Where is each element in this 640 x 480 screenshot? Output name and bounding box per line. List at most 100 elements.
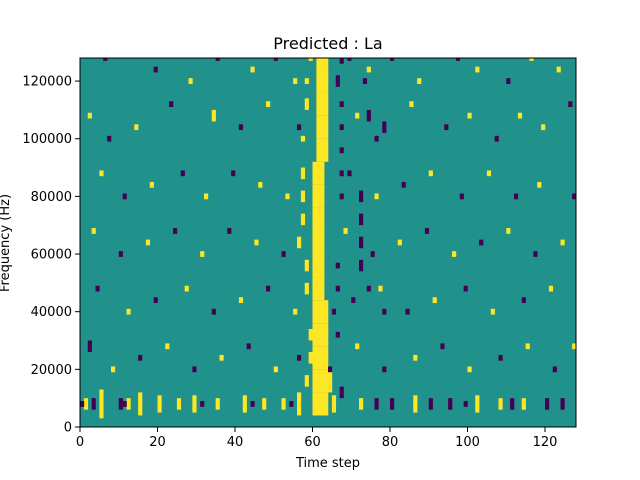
heatmap-cell <box>316 369 321 393</box>
heatmap-cell <box>308 328 313 341</box>
heatmap-cell <box>188 78 193 84</box>
heatmap-cell <box>328 369 333 393</box>
heatmap-cell <box>316 300 321 324</box>
heatmap-cell <box>374 193 379 200</box>
heatmap-cell <box>118 398 123 410</box>
heatmap-cell <box>312 323 317 347</box>
heatmap-cell <box>281 251 286 257</box>
heatmap-cell <box>145 239 151 246</box>
heatmap-cell <box>316 138 321 162</box>
heatmap-cell <box>312 254 317 278</box>
heatmap-cell <box>87 340 92 353</box>
heatmap-cell <box>556 66 561 73</box>
heatmap-cell <box>316 323 321 347</box>
heatmap-cell <box>312 300 317 324</box>
heatmap-cell <box>320 58 325 70</box>
heatmap-cell <box>87 112 92 119</box>
heatmap-cell <box>339 58 344 64</box>
heatmap-cell <box>378 285 383 292</box>
y-tick-label: 120000 <box>22 75 72 90</box>
heatmap-cell <box>521 398 526 410</box>
heatmap-cell <box>533 251 538 257</box>
heatmap-cell <box>331 395 337 413</box>
heatmap-cell <box>328 366 333 373</box>
heatmap-cell <box>204 193 209 200</box>
y-tick-label: 60000 <box>31 248 72 263</box>
x-axis: 0 20 40 60 80 100 120 <box>76 427 557 450</box>
heatmap-cell <box>417 78 422 84</box>
heatmap-cell <box>498 354 503 361</box>
heatmap-cell <box>440 343 445 350</box>
heatmap-cell <box>506 228 511 234</box>
heatmap-cell <box>339 101 344 108</box>
heatmap-cell <box>463 401 468 407</box>
heatmap-cell <box>370 251 375 257</box>
chart-title: Predicted : La <box>273 34 382 53</box>
heatmap-cell <box>297 236 302 249</box>
heatmap-cell <box>308 58 313 61</box>
heatmap-cell <box>126 398 131 410</box>
heatmap-cell <box>320 92 325 116</box>
heatmap-cell <box>324 392 329 416</box>
heatmap-cell <box>529 58 534 61</box>
heatmap-cell <box>184 285 189 292</box>
heatmap-cell <box>180 170 185 177</box>
heatmap-cell <box>308 352 313 364</box>
heatmap-cell <box>335 262 340 269</box>
heatmap-cell <box>413 354 418 361</box>
heatmap-cell <box>324 58 329 70</box>
heatmap-cell <box>537 181 542 188</box>
heatmap-cell <box>300 213 306 226</box>
heatmap-cell <box>122 193 127 200</box>
heatmap-cell <box>320 69 325 93</box>
y-tick-label: 100000 <box>22 132 72 147</box>
heatmap-cell <box>165 343 170 350</box>
heatmap-cell <box>316 207 321 231</box>
heatmap-cell <box>227 228 232 234</box>
heatmap-cell <box>545 398 550 410</box>
heatmap-cell <box>320 115 325 139</box>
x-tick-label: 20 <box>149 435 166 450</box>
heatmap-cell <box>324 115 329 139</box>
heatmap-cell <box>331 308 337 315</box>
heatmap-cell <box>479 239 484 246</box>
heatmap-cell <box>510 398 515 410</box>
heatmap-cell <box>258 181 263 188</box>
heatmap-cell <box>91 228 96 234</box>
heatmap-cell <box>347 58 352 61</box>
heatmap-cell <box>91 398 96 410</box>
y-axis-label: Frequency (Hz) <box>0 194 13 292</box>
heatmap-cell <box>238 124 244 131</box>
heatmap-cell <box>572 343 577 350</box>
heatmap-cell <box>312 207 317 231</box>
heatmap-cell <box>285 193 290 200</box>
heatmap-cell <box>312 277 317 301</box>
heatmap-cell <box>339 193 344 200</box>
heatmap-cell <box>572 193 577 200</box>
heatmap-cell <box>351 297 356 304</box>
heatmap-cell <box>390 58 395 61</box>
heatmap-cell <box>300 190 306 203</box>
heatmap-cell <box>320 392 325 416</box>
heatmap-cell <box>444 124 449 131</box>
heatmap-cell <box>99 170 104 177</box>
heatmap-cell <box>359 236 364 249</box>
heatmap-cell <box>324 69 329 93</box>
heatmap-cell <box>103 58 108 61</box>
heatmap-cell <box>273 366 278 373</box>
heatmap-cell <box>320 300 325 324</box>
heatmap-cell <box>324 346 329 370</box>
x-tick-label: 100 <box>455 435 480 450</box>
heatmap-cell <box>548 285 554 292</box>
heatmap-cell <box>312 230 317 255</box>
x-tick-label: 80 <box>382 435 399 450</box>
heatmap-cell <box>126 308 131 315</box>
heatmap-cell <box>552 366 557 373</box>
heatmap-cell <box>320 161 325 185</box>
heatmap-cell <box>200 251 205 257</box>
heatmap-cell <box>359 213 364 226</box>
heatmap-cell <box>316 277 321 301</box>
heatmap-cell <box>242 395 247 413</box>
heatmap-cell <box>304 282 309 295</box>
